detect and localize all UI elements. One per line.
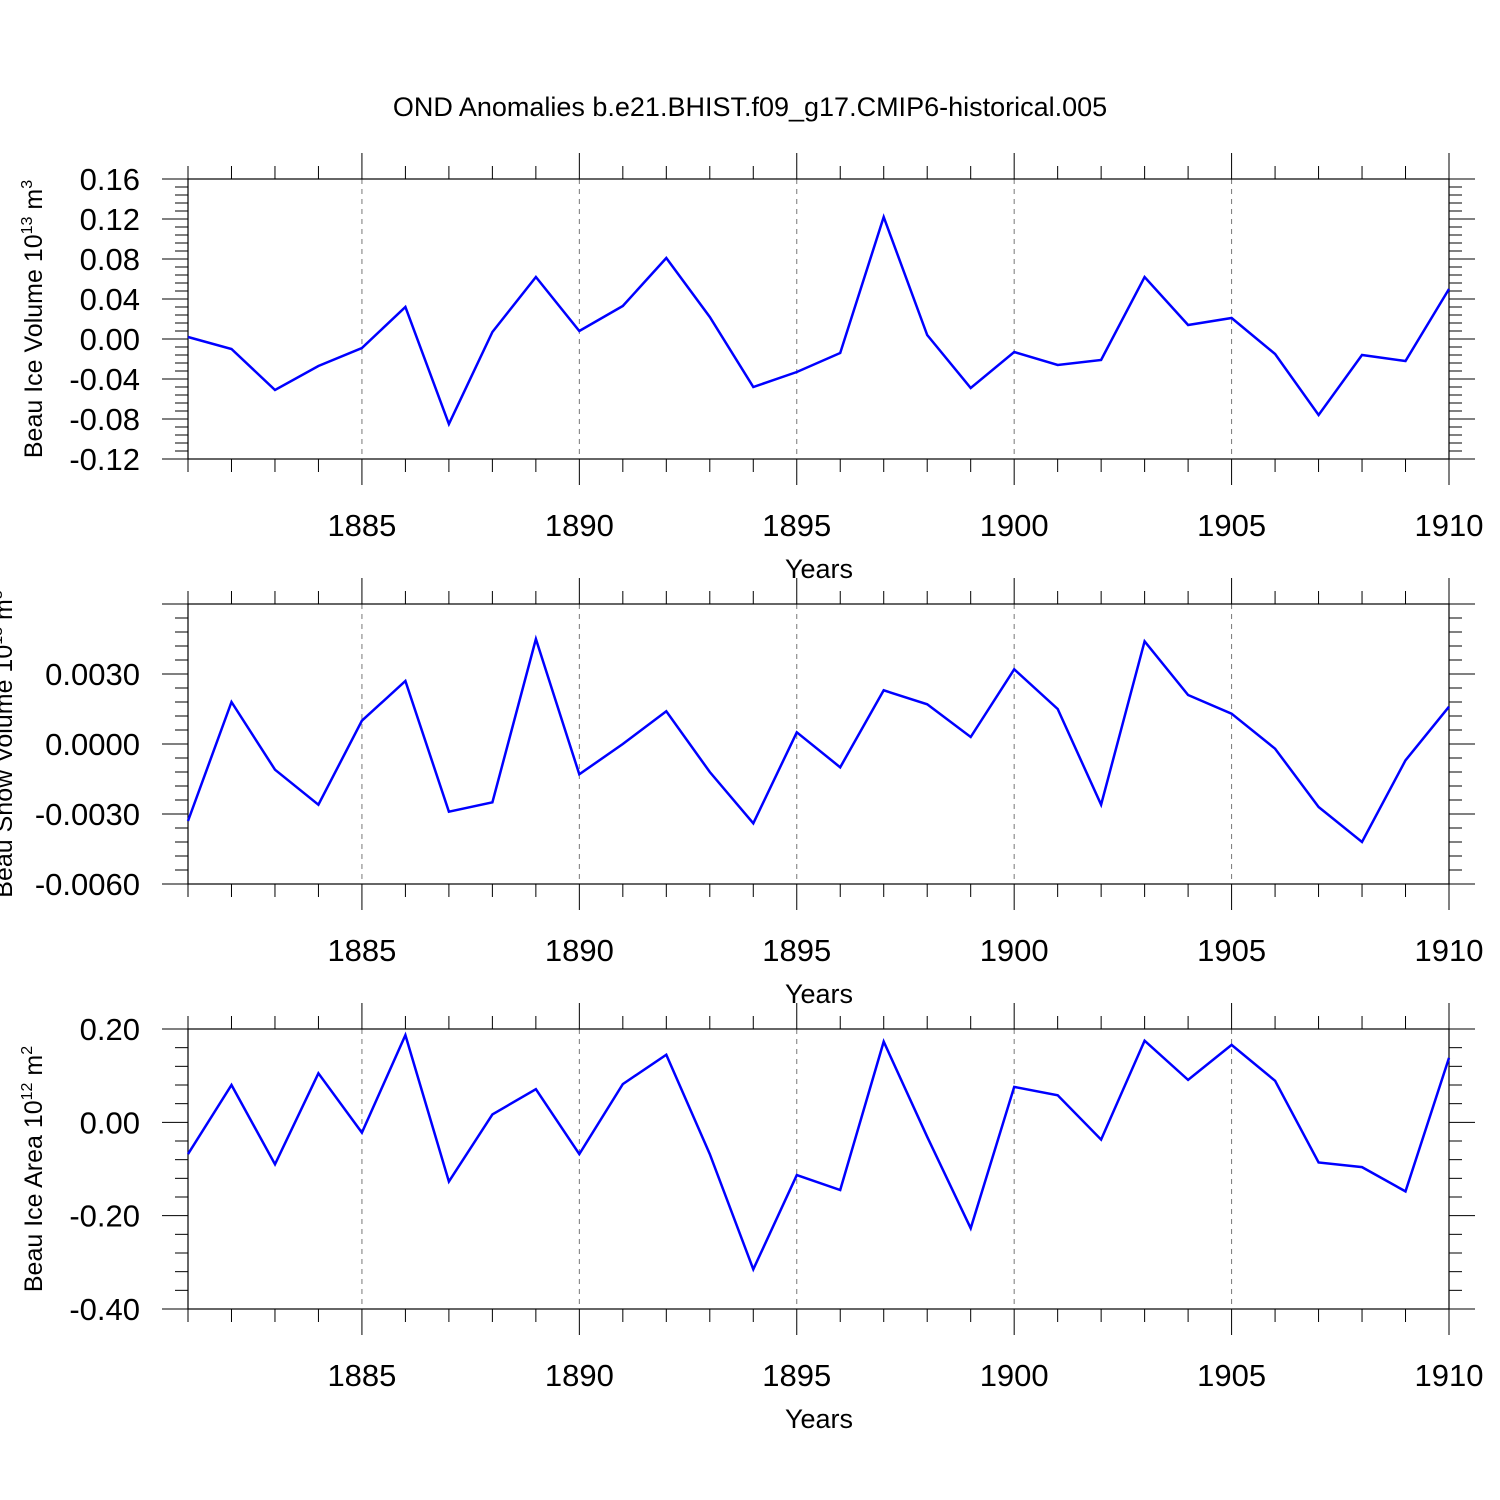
x-tick-label: 1910 <box>1415 1358 1484 1393</box>
y-tick-label: 0.08 <box>80 242 140 277</box>
y-tick-labels: -0.40 -0.20 0.00 0.20 <box>69 1012 140 1327</box>
x-tick-labels: 1885 1890 1895 1900 1905 1910 <box>327 508 1483 543</box>
series-line <box>186 1031 1451 1273</box>
series-line <box>186 634 1450 844</box>
plot-frame <box>187 1028 1450 1310</box>
grid-lines <box>361 604 1233 884</box>
x-tick-label: 1895 <box>762 1358 831 1393</box>
series-line <box>187 213 1451 428</box>
y-tick-label: 0.12 <box>80 202 140 237</box>
y-tick-label: -0.04 <box>69 362 140 397</box>
y-tick-label: 0.00 <box>80 322 140 357</box>
plot-frame <box>187 603 1450 885</box>
y-tick-label: 0.04 <box>80 282 140 317</box>
y-tick-label: -0.12 <box>69 442 140 477</box>
x-tick-labels: 1885 1890 1895 1900 1905 1910 <box>327 1358 1483 1393</box>
x-axis-title: Years <box>785 979 853 1009</box>
x-tick-label: 1900 <box>980 933 1049 968</box>
x-tick-label: 1890 <box>545 508 614 543</box>
x-tick-label: 1890 <box>545 933 614 968</box>
tick-marks <box>162 578 1475 910</box>
page-title: OND Anomalies b.e21.BHIST.f09_g17.CMIP6-… <box>393 92 1107 122</box>
x-tick-label: 1890 <box>545 1358 614 1393</box>
y-tick-label: 0.00 <box>80 1105 140 1140</box>
y-tick-labels: -0.12 -0.08 -0.04 0.00 0.04 0.08 0.12 0.16 <box>69 162 140 477</box>
y-tick-label: -0.0060 <box>35 867 140 902</box>
x-tick-label: 1900 <box>980 508 1049 543</box>
x-tick-label: 1900 <box>980 1358 1049 1393</box>
x-tick-label: 1910 <box>1415 933 1484 968</box>
x-tick-label: 1905 <box>1197 1358 1266 1393</box>
panel-ice-volume: -0.12 -0.08 -0.04 0.00 0.04 0.08 0.12 0.16 1885… <box>19 153 1483 584</box>
panel-ice-area: -0.40-0.200.000.20 1885 1890 1895 1900 1905 1… <box>19 1003 1483 1434</box>
y-tick-label: 0.16 <box>80 162 140 197</box>
y-tick-labels: -0.0060 -0.0030 0.0000 0.0030 <box>35 657 140 902</box>
x-tick-labels: 1885 1890 1895 1900 1905 1910 <box>327 933 1483 968</box>
x-tick-label: 1885 <box>327 1358 396 1393</box>
y-tick-label: -0.40 <box>69 1292 140 1327</box>
x-tick-label: 1905 <box>1197 508 1266 543</box>
grid-lines <box>361 1029 1233 1309</box>
y-axis-title: Beau Ice Area 1012 m2 <box>19 1046 48 1292</box>
y-tick-label: 0.20 <box>80 1012 140 1047</box>
x-axis-title: Years <box>785 554 853 584</box>
y-tick-label: 0.0000 <box>45 727 140 762</box>
y-tick-label: 0.0030 <box>45 657 140 692</box>
x-tick-label: 1895 <box>762 508 831 543</box>
grid-lines <box>361 179 1233 459</box>
x-tick-label: 1905 <box>1197 933 1266 968</box>
x-tick-label: 1895 <box>762 933 831 968</box>
y-tick-label: -0.0030 <box>35 797 140 832</box>
tick-marks <box>162 1003 1475 1335</box>
x-axis-title: Years <box>785 1404 853 1434</box>
x-tick-label: 1885 <box>327 508 396 543</box>
y-tick-label: -0.20 <box>69 1199 140 1234</box>
y-axis-title: Beau Ice Volume 1013 m3 <box>19 180 48 458</box>
y-tick-label: -0.08 <box>69 402 140 437</box>
tick-marks <box>162 153 1475 485</box>
y-axis-title: Beau Snow Volume 1013 m3 <box>0 590 18 898</box>
x-tick-label: 1885 <box>327 933 396 968</box>
x-tick-label: 1910 <box>1415 508 1484 543</box>
plot-frame <box>187 178 1450 460</box>
